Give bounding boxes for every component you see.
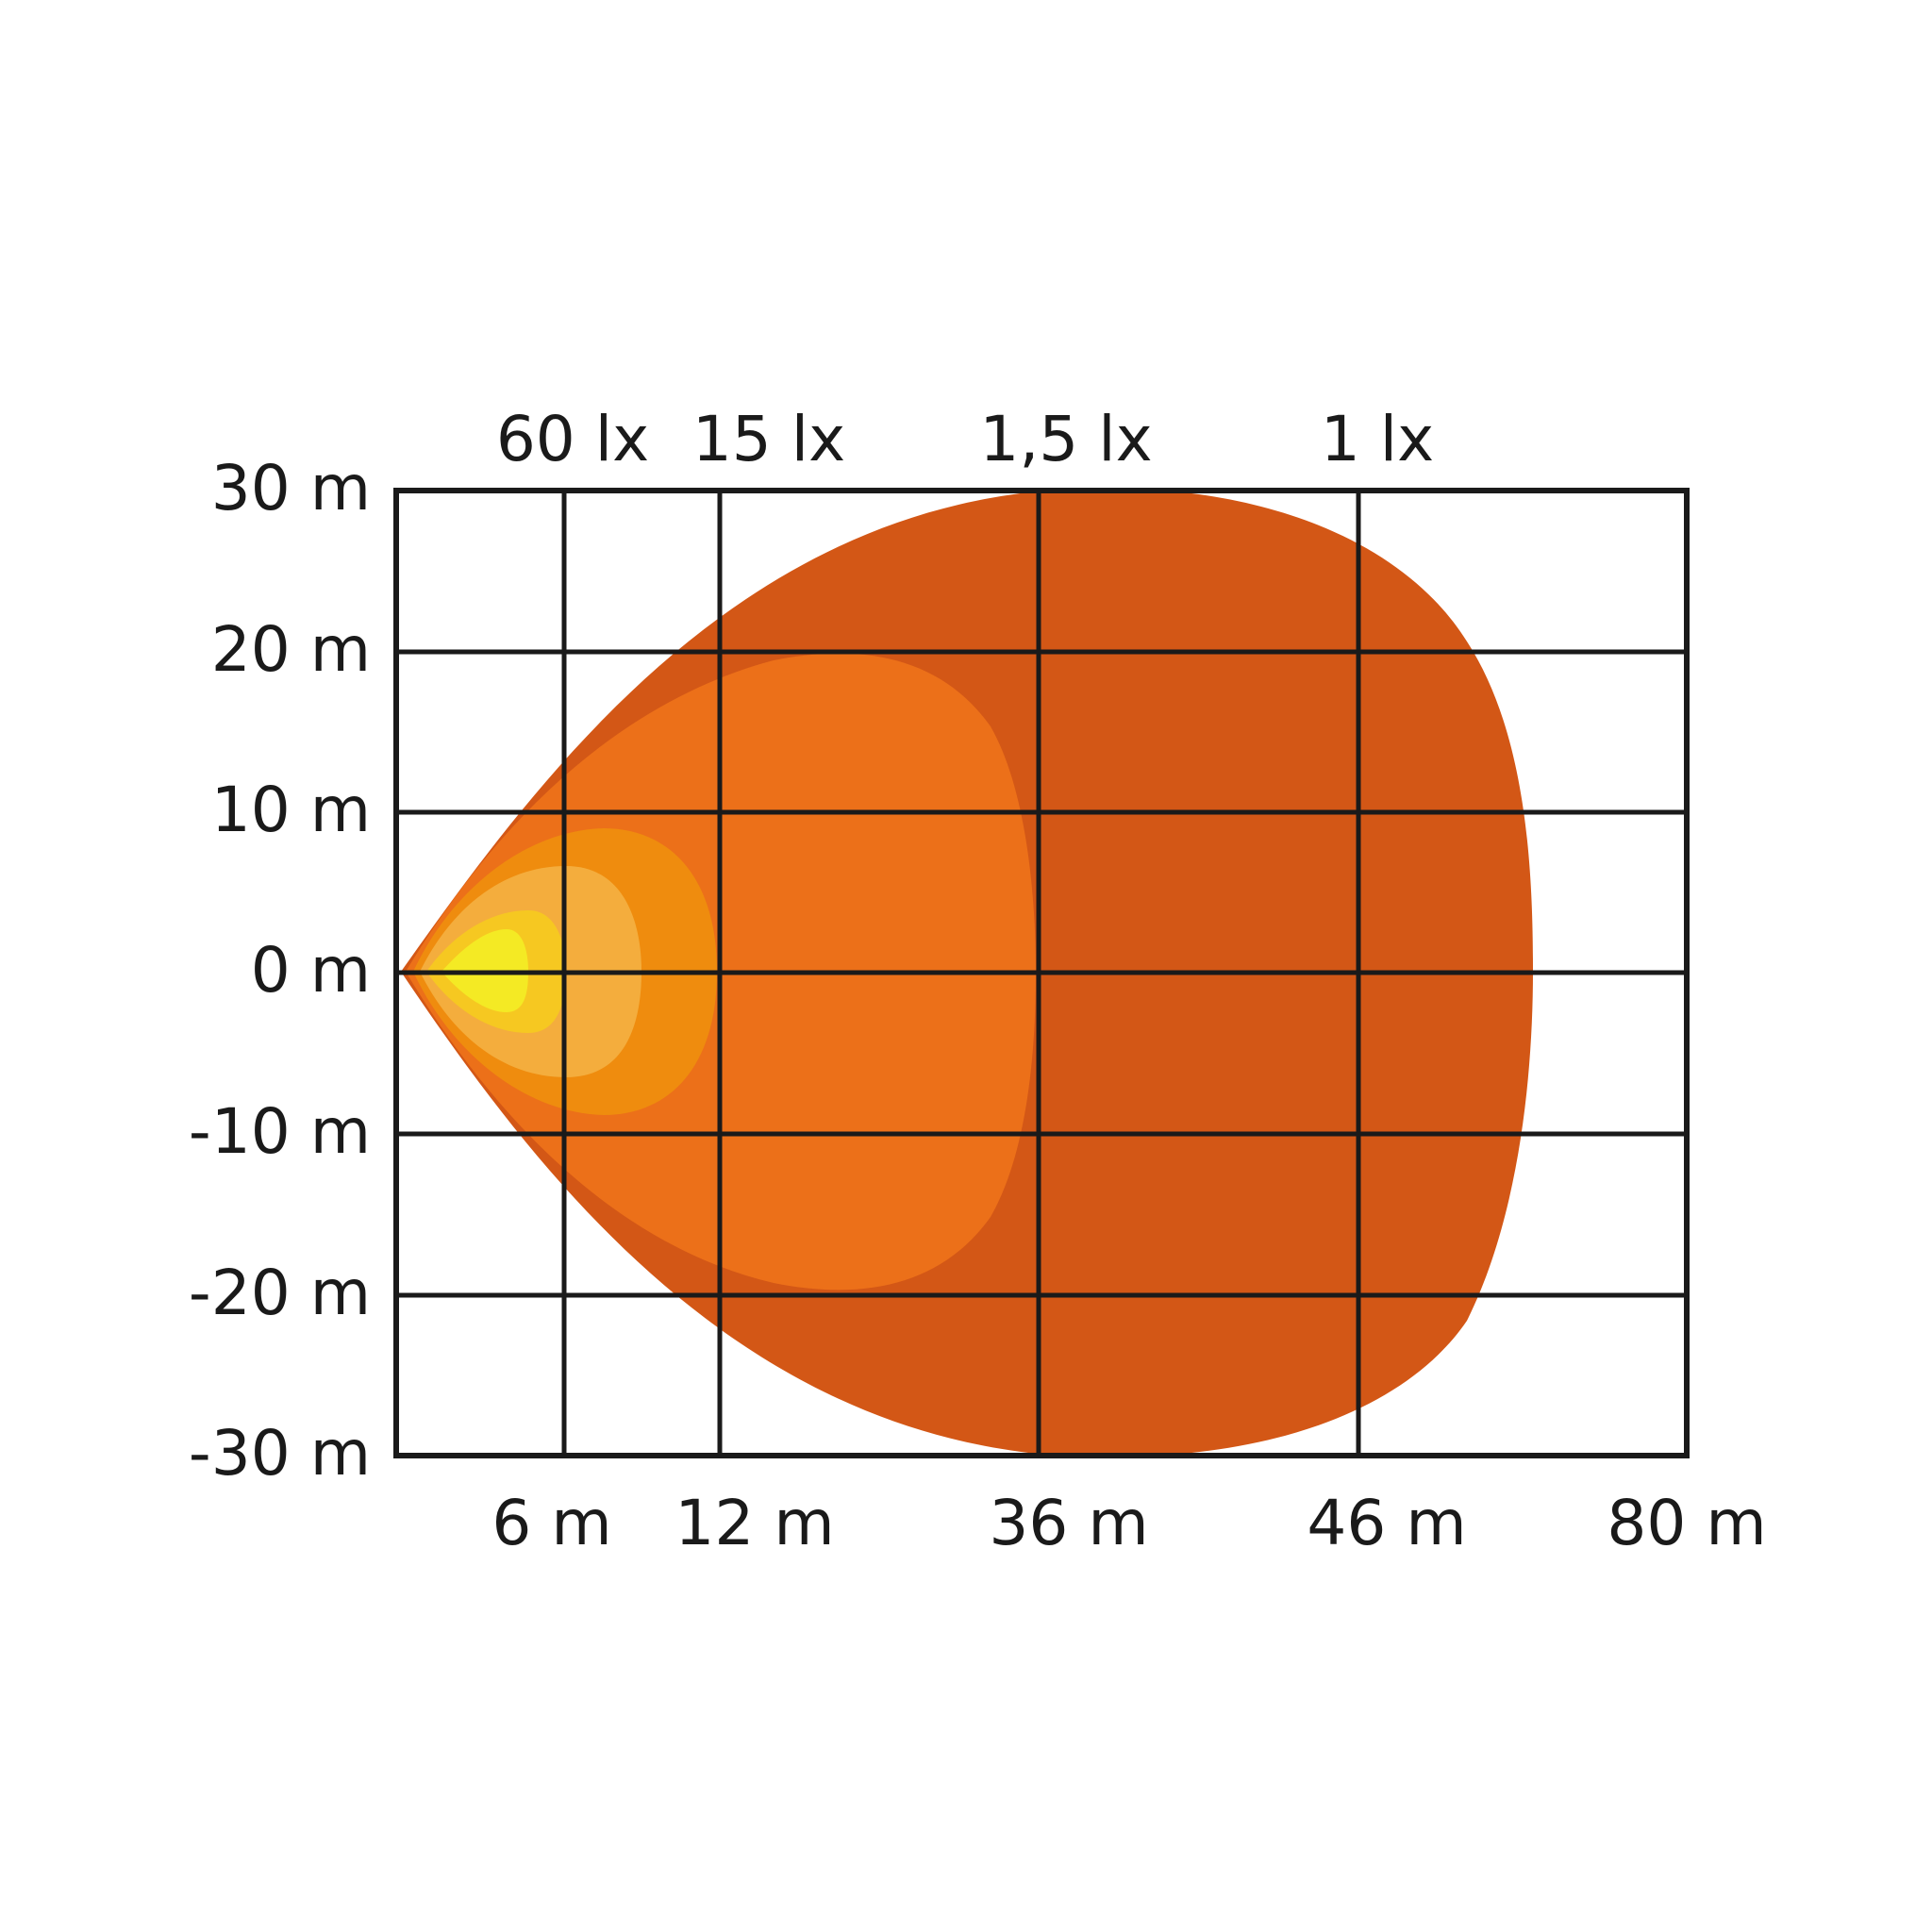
y-tick-label: 30 m [211, 452, 371, 525]
lux-label-1-5lx: 1,5 lx [979, 403, 1152, 475]
x-tick-label: 80 m [1607, 1487, 1766, 1559]
grid [393, 488, 1690, 1458]
lux-label-1lx: 1 lx [1321, 403, 1434, 475]
x-axis-labels: 6 m 12 m 36 m 46 m 80 m [491, 1487, 1766, 1559]
lux-label-15lx: 15 lx [692, 403, 845, 475]
x-tick-label: 36 m [989, 1487, 1148, 1559]
y-tick-label: 0 m [251, 934, 371, 1007]
x-tick-label: 6 m [491, 1487, 611, 1559]
lux-label-60lx: 60 lx [496, 403, 649, 475]
y-tick-label: 20 m [211, 613, 371, 686]
y-tick-label: -20 m [189, 1257, 371, 1329]
x-tick-label: 46 m [1307, 1487, 1466, 1559]
y-tick-label: 10 m [211, 774, 371, 846]
plot-frame [393, 488, 1690, 1458]
y-axis-labels: 30 m 20 m 10 m 0 m -10 m -20 m -30 m [189, 452, 371, 1490]
lux-labels: 60 lx 15 lx 1,5 lx 1 lx [496, 403, 1434, 475]
y-tick-label: -30 m [189, 1417, 371, 1490]
y-tick-label: -10 m [189, 1095, 371, 1168]
x-tick-label: 12 m [675, 1487, 834, 1559]
